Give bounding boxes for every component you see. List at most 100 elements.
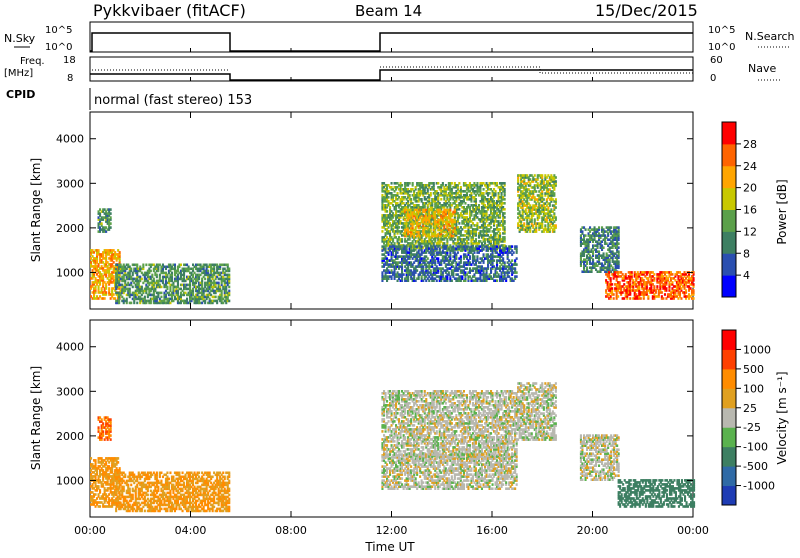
data-cell [504,226,506,229]
data-cell [141,286,143,289]
data-cell [430,269,432,272]
data-cell [476,182,478,185]
data-cell [598,226,600,229]
data-cell [519,210,521,213]
freq-tick-left-bottom: 8 [67,73,73,84]
data-cell [555,216,557,219]
data-cell [105,291,107,294]
data-cell [581,230,583,233]
data-cell [434,231,436,234]
data-cell [144,296,146,299]
data-cell [483,253,485,256]
data-cell [489,192,491,195]
data-cell [114,297,116,300]
data-cell [160,296,162,299]
data-cell [228,268,230,271]
data-cell [495,190,497,193]
data-cell [406,245,408,248]
data-cell [410,198,412,201]
data-cell [553,192,555,195]
data-cell [449,229,451,232]
data-cell [413,249,415,252]
data-cell [409,182,411,185]
data-cell [215,296,217,299]
data-cell [504,188,506,191]
data-cell [466,267,468,270]
data-cell [416,269,418,272]
data-cell [469,255,471,258]
data-cell [113,293,115,296]
date-label: 15/Dec/2015 [595,1,698,20]
data-cell [186,298,188,301]
data-cell [419,227,421,230]
data-cell [130,302,132,305]
data-cell [502,257,504,260]
data-cell [129,288,131,291]
data-cell [427,257,429,260]
data-cell [496,245,498,248]
data-cell [499,245,501,248]
data-cell [523,222,525,225]
data-cell [504,208,506,211]
data-cell [110,208,112,211]
data-cell [401,184,403,187]
data-cell [458,222,460,225]
data-cell [228,286,230,289]
data-cell [132,286,134,289]
data-cell [504,202,506,205]
data-cell [228,274,230,277]
data-cell [586,266,588,269]
data-cell [160,292,162,295]
data-cell [156,274,158,277]
data-cell [504,261,506,264]
data-cell [227,264,229,267]
data-cell [391,182,393,185]
data-cell [513,251,515,254]
data-cell [511,245,513,248]
data-cell [504,236,506,239]
data-cell [110,212,112,215]
data-cell [555,198,557,201]
data-cell [428,231,430,234]
data-cell [541,174,543,177]
data-cell [458,182,460,185]
cpid-label: CPID [6,88,35,101]
data-cell [585,234,587,237]
data-cell [585,228,587,231]
freq-tick-left-top: 18 [63,55,76,66]
data-cell [478,204,480,207]
data-cell [475,238,477,241]
data-cell [514,267,516,270]
data-cell [467,245,469,248]
data-cell [119,251,121,254]
data-cell [130,268,132,271]
data-cell [110,216,112,219]
data-cell [389,206,391,209]
freq-tick-right-top: 60 [710,55,723,66]
data-cell [467,242,469,245]
data-cell [398,226,400,229]
data-cell [171,272,173,275]
data-cell [504,220,506,223]
data-cell [145,264,147,267]
freq-label: Freq. [20,56,45,67]
data-cell [460,186,462,189]
nsearch-label: N.Search [745,30,795,43]
data-cell [451,279,453,282]
data-cell [483,192,485,195]
nave-label: Nave [748,62,776,75]
data-cell [516,275,518,278]
data-cell [113,261,115,264]
data-cell [516,257,518,260]
data-cell [598,250,600,253]
data-cell [412,182,414,185]
station-title: Pykkvibaer (fitACF) [93,1,246,20]
data-cell [416,245,418,248]
data-cell [496,182,498,185]
noise-tick-right-bottom: 10^0 [708,42,735,53]
data-cell [386,210,388,213]
noise-tick-left-top: 10^5 [45,25,72,36]
data-cell [493,259,495,262]
